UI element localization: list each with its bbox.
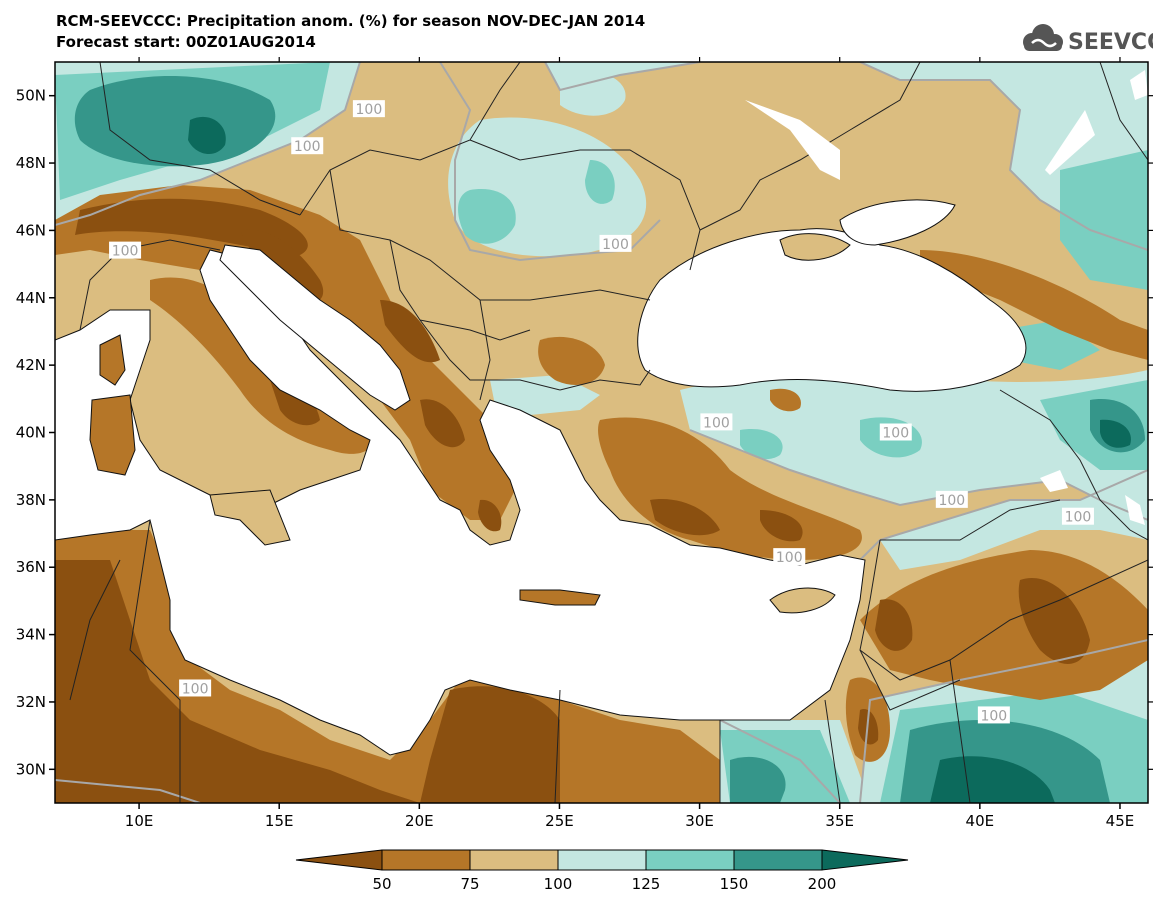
colorbar-label: 50 bbox=[372, 875, 391, 893]
contour-label-bg bbox=[179, 679, 212, 697]
colorbar-segment bbox=[645, 849, 735, 871]
country-borders bbox=[69, 62, 1148, 803]
colorbar-label: 125 bbox=[632, 875, 661, 893]
sea-of-azov bbox=[839, 199, 956, 246]
colorbar-segment bbox=[381, 849, 471, 871]
contour-100-lines bbox=[55, 62, 1148, 803]
logo-text: SEEVCCC bbox=[1068, 30, 1153, 55]
contour-label: 100 bbox=[938, 493, 965, 509]
contour-label-bg bbox=[109, 241, 142, 259]
lat-tick-label: 48N bbox=[16, 154, 46, 172]
contour-label-bg bbox=[1061, 507, 1094, 525]
contour-label: 100 bbox=[703, 415, 730, 431]
mediterranean-sea bbox=[55, 249, 866, 756]
lat-tick-label: 42N bbox=[16, 356, 46, 374]
island-cyprus bbox=[769, 587, 836, 614]
contour-label: 100 bbox=[882, 426, 909, 442]
contour-label: 100 bbox=[356, 102, 383, 118]
lakes bbox=[745, 70, 1148, 525]
islands bbox=[89, 233, 851, 614]
lon-tick-label: 10E bbox=[125, 812, 154, 830]
contour-label-bg bbox=[879, 423, 912, 441]
contour-label-bg bbox=[700, 413, 733, 431]
black-sea bbox=[637, 228, 1027, 392]
contour-label: 100 bbox=[602, 237, 629, 253]
latitude-axis: 30N 32N 34N 36N 38N 40N 42N 44N 46N 48N 50N bbox=[16, 87, 1153, 778]
colorbar-label: 200 bbox=[808, 875, 837, 893]
lat-tick-label: 38N bbox=[16, 491, 46, 509]
contour-label-bg bbox=[291, 137, 324, 155]
colorbar-segment bbox=[295, 849, 383, 871]
lon-tick-label: 40E bbox=[966, 812, 995, 830]
contour-label-bg bbox=[977, 706, 1010, 724]
lon-tick-label: 30E bbox=[685, 812, 714, 830]
contour-labels: 100 100 100 100 100 100 100 100 100 100 100 bbox=[109, 100, 1094, 724]
seevccc-logo: SEEVCCC bbox=[1023, 24, 1153, 55]
contour-label-bg bbox=[352, 100, 385, 118]
map-title: RCM-SEEVCCC: Precipitation anom. (%) for… bbox=[56, 12, 646, 30]
colorbar-segment bbox=[821, 849, 909, 871]
adriatic-sea bbox=[219, 244, 411, 411]
lon-tick-label: 35E bbox=[825, 812, 854, 830]
contour-label-bg bbox=[773, 548, 806, 566]
contour-label: 100 bbox=[1065, 510, 1092, 526]
lon-tick-label: 45E bbox=[1106, 812, 1135, 830]
lon-tick-label: 15E bbox=[265, 812, 294, 830]
anomaly-lt50-zones bbox=[55, 198, 1090, 803]
colorbar-boxes bbox=[295, 849, 909, 871]
lon-tick-label: 20E bbox=[405, 812, 434, 830]
contour-label: 100 bbox=[294, 139, 321, 155]
lat-tick-label: 32N bbox=[16, 693, 46, 711]
contour-label: 100 bbox=[776, 550, 803, 566]
island-corsica bbox=[99, 334, 126, 386]
longitude-axis: 10E 15E 20E 25E 30E 35E 40E 45E bbox=[125, 57, 1134, 830]
colorbar-label: 100 bbox=[544, 875, 573, 893]
colorbar-label: 150 bbox=[720, 875, 749, 893]
peninsula-crimea bbox=[779, 233, 851, 261]
lat-tick-label: 34N bbox=[16, 626, 46, 644]
colorbar-segment bbox=[469, 849, 559, 871]
colorbar-label: 75 bbox=[460, 875, 479, 893]
colorbar-segment bbox=[733, 849, 823, 871]
forecast-start-label: Forecast start: 00Z01AUG2014 bbox=[56, 33, 316, 51]
island-crete bbox=[519, 589, 601, 606]
contour-label: 100 bbox=[182, 681, 209, 697]
sea-mask bbox=[55, 199, 1027, 756]
lon-tick-label: 25E bbox=[545, 812, 574, 830]
colorbar-labels: 50 75 100 125 150 200 bbox=[372, 875, 836, 893]
lat-tick-label: 46N bbox=[16, 221, 46, 239]
contour-label: 100 bbox=[980, 708, 1007, 724]
lat-tick-label: 50N bbox=[16, 87, 46, 105]
lat-tick-label: 36N bbox=[16, 558, 46, 576]
contour-label: 100 bbox=[112, 244, 139, 260]
colorbar-segment bbox=[557, 849, 647, 871]
contour-label-bg bbox=[935, 490, 968, 508]
anomaly-gt200-zones bbox=[188, 116, 1131, 803]
lat-tick-label: 40N bbox=[16, 424, 46, 442]
island-sardinia bbox=[89, 394, 136, 476]
contour-label-bg bbox=[599, 234, 632, 252]
lat-tick-label: 30N bbox=[16, 760, 46, 778]
island-sicily bbox=[209, 489, 291, 546]
lat-tick-label: 44N bbox=[16, 289, 46, 307]
